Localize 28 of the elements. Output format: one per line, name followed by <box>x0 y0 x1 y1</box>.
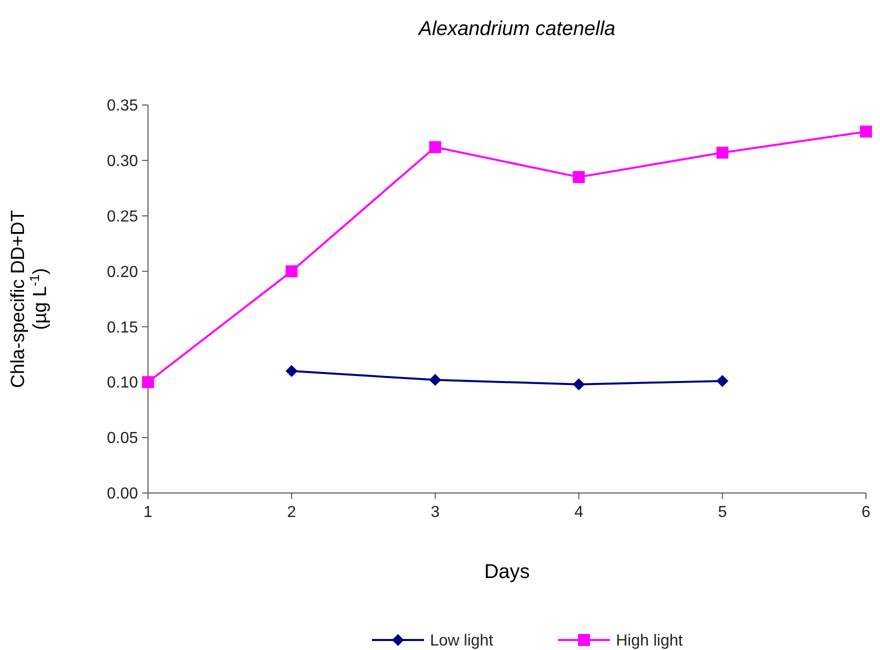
point <box>429 374 442 386</box>
y-tick-label: 0.05 <box>106 430 138 448</box>
y-tick-label: 0.30 <box>106 153 138 170</box>
y-tick-label: 0.25 <box>106 208 138 226</box>
x-tick-label: 5 <box>718 504 727 521</box>
x-tick-label: 3 <box>430 504 440 521</box>
point <box>572 171 585 184</box>
point <box>716 375 728 388</box>
point <box>429 141 442 154</box>
point <box>572 378 585 390</box>
x-tick-label: 1 <box>144 504 153 521</box>
y-tick-label: 0.20 <box>106 264 138 281</box>
chart-title: Alexandrium catenella <box>418 18 616 40</box>
point <box>860 126 872 138</box>
y-tick-label: 0.35 <box>106 98 138 115</box>
point <box>142 376 154 388</box>
x-tick-label: 6 <box>862 504 871 521</box>
y-tick-label: 0.15 <box>106 319 138 336</box>
x-tick-label: 4 <box>574 504 584 521</box>
point <box>716 146 728 159</box>
x-tick-label: 2 <box>287 504 296 521</box>
y-tick-label: 0.00 <box>106 486 138 503</box>
x-axis-title: Days <box>484 561 530 583</box>
point <box>286 265 298 278</box>
point <box>286 365 298 378</box>
y-tick-label: 0.10 <box>106 374 138 392</box>
legend-label: High light <box>616 632 684 650</box>
legend-label: Low light <box>430 632 494 650</box>
